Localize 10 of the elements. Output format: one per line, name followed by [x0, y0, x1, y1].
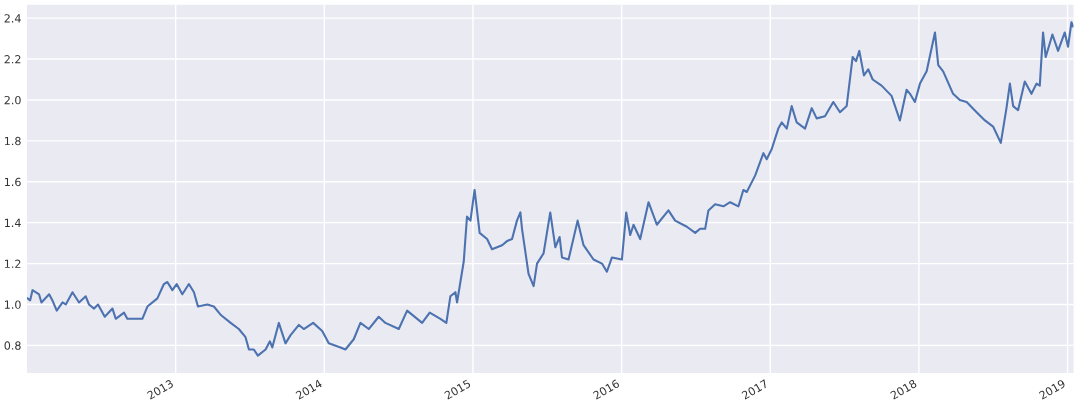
- y-tick-label: 1.4: [4, 218, 21, 227]
- y-tick-label: 1.2: [4, 259, 21, 268]
- line-series: [27, 21, 1074, 357]
- y-tick-label: 1.0: [4, 300, 21, 309]
- y-tick-label: 1.8: [4, 136, 21, 146]
- y-tick-label: 2.4: [4, 14, 21, 23]
- y-tick-label: 0.8: [4, 341, 21, 350]
- y-tick-label: 2.2: [4, 55, 21, 64]
- y-tick-label: 1.6: [4, 177, 21, 187]
- y-tick-label: 2.0: [4, 95, 21, 105]
